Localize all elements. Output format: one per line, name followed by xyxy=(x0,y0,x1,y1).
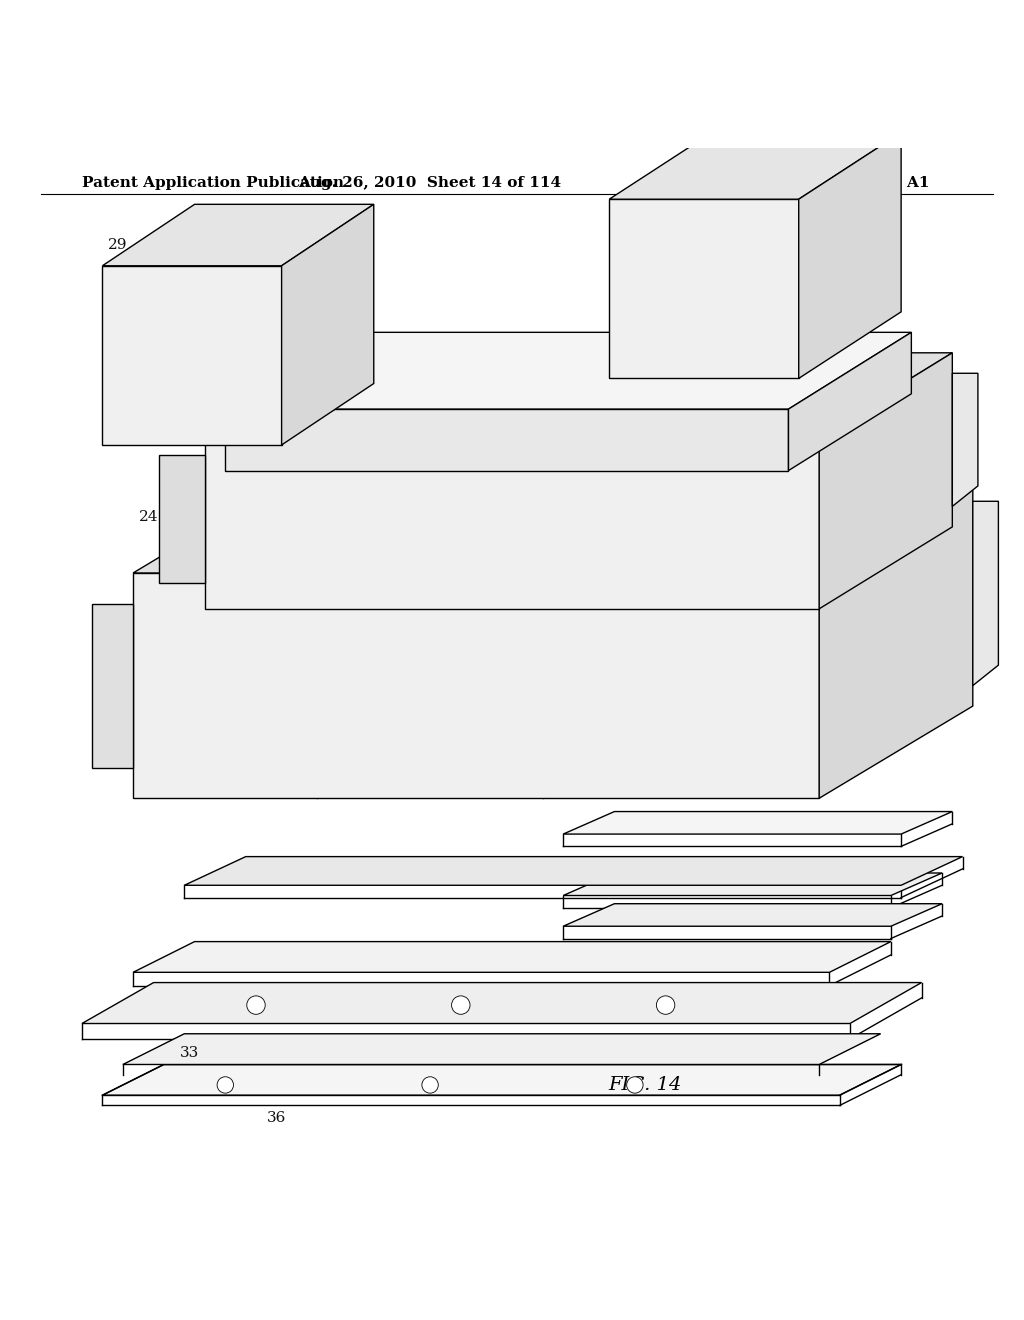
Text: Patent Application Publication: Patent Application Publication xyxy=(82,176,344,190)
Text: 29: 29 xyxy=(527,510,548,524)
Polygon shape xyxy=(159,455,205,583)
Polygon shape xyxy=(819,352,952,609)
Polygon shape xyxy=(205,352,952,434)
Text: 29: 29 xyxy=(353,384,374,399)
Polygon shape xyxy=(799,132,901,379)
Polygon shape xyxy=(563,812,952,834)
Text: 25: 25 xyxy=(733,692,752,706)
Text: 37: 37 xyxy=(692,817,711,830)
Polygon shape xyxy=(102,205,374,265)
Polygon shape xyxy=(348,619,563,671)
Polygon shape xyxy=(123,1034,881,1064)
Text: 31: 31 xyxy=(262,863,281,876)
Text: 28: 28 xyxy=(139,632,158,647)
Text: 40: 40 xyxy=(210,438,230,451)
Text: 26: 26 xyxy=(763,701,783,715)
Text: 24: 24 xyxy=(138,510,159,524)
Polygon shape xyxy=(563,904,942,927)
Text: 35: 35 xyxy=(416,950,434,964)
Polygon shape xyxy=(225,409,788,470)
Circle shape xyxy=(217,1077,233,1093)
Text: 40: 40 xyxy=(804,545,824,560)
Circle shape xyxy=(452,995,470,1014)
Polygon shape xyxy=(82,982,922,1023)
Text: FIG. 14: FIG. 14 xyxy=(608,1076,682,1094)
Polygon shape xyxy=(133,573,819,799)
Polygon shape xyxy=(517,639,732,690)
Text: 33: 33 xyxy=(180,1047,199,1060)
Polygon shape xyxy=(205,434,819,609)
Polygon shape xyxy=(102,265,282,445)
Circle shape xyxy=(422,1077,438,1093)
Text: 34: 34 xyxy=(728,906,746,920)
Text: 29: 29 xyxy=(108,239,128,252)
Polygon shape xyxy=(609,132,901,199)
Polygon shape xyxy=(102,1064,901,1096)
Circle shape xyxy=(656,995,675,1014)
Text: Aug. 26, 2010  Sheet 14 of 114: Aug. 26, 2010 Sheet 14 of 114 xyxy=(299,176,561,190)
Polygon shape xyxy=(282,205,374,445)
Text: 29: 29 xyxy=(256,315,276,329)
Text: US 2010/0214383 A1: US 2010/0214383 A1 xyxy=(750,176,930,190)
Polygon shape xyxy=(788,333,911,470)
Circle shape xyxy=(247,995,265,1014)
Text: 32: 32 xyxy=(702,876,721,890)
Text: 24: 24 xyxy=(691,684,712,698)
Polygon shape xyxy=(92,603,133,767)
Polygon shape xyxy=(952,374,978,507)
Text: 36: 36 xyxy=(267,1110,286,1125)
Polygon shape xyxy=(563,873,942,895)
Text: 20: 20 xyxy=(763,561,783,574)
Polygon shape xyxy=(225,333,911,409)
Polygon shape xyxy=(133,480,973,573)
Polygon shape xyxy=(179,598,394,649)
Polygon shape xyxy=(686,660,901,711)
Polygon shape xyxy=(133,941,891,973)
Polygon shape xyxy=(184,857,963,886)
Text: 30: 30 xyxy=(150,999,168,1014)
Text: 29: 29 xyxy=(440,449,461,462)
Polygon shape xyxy=(819,480,973,799)
Polygon shape xyxy=(973,502,998,685)
Circle shape xyxy=(627,1077,643,1093)
Polygon shape xyxy=(609,199,799,379)
